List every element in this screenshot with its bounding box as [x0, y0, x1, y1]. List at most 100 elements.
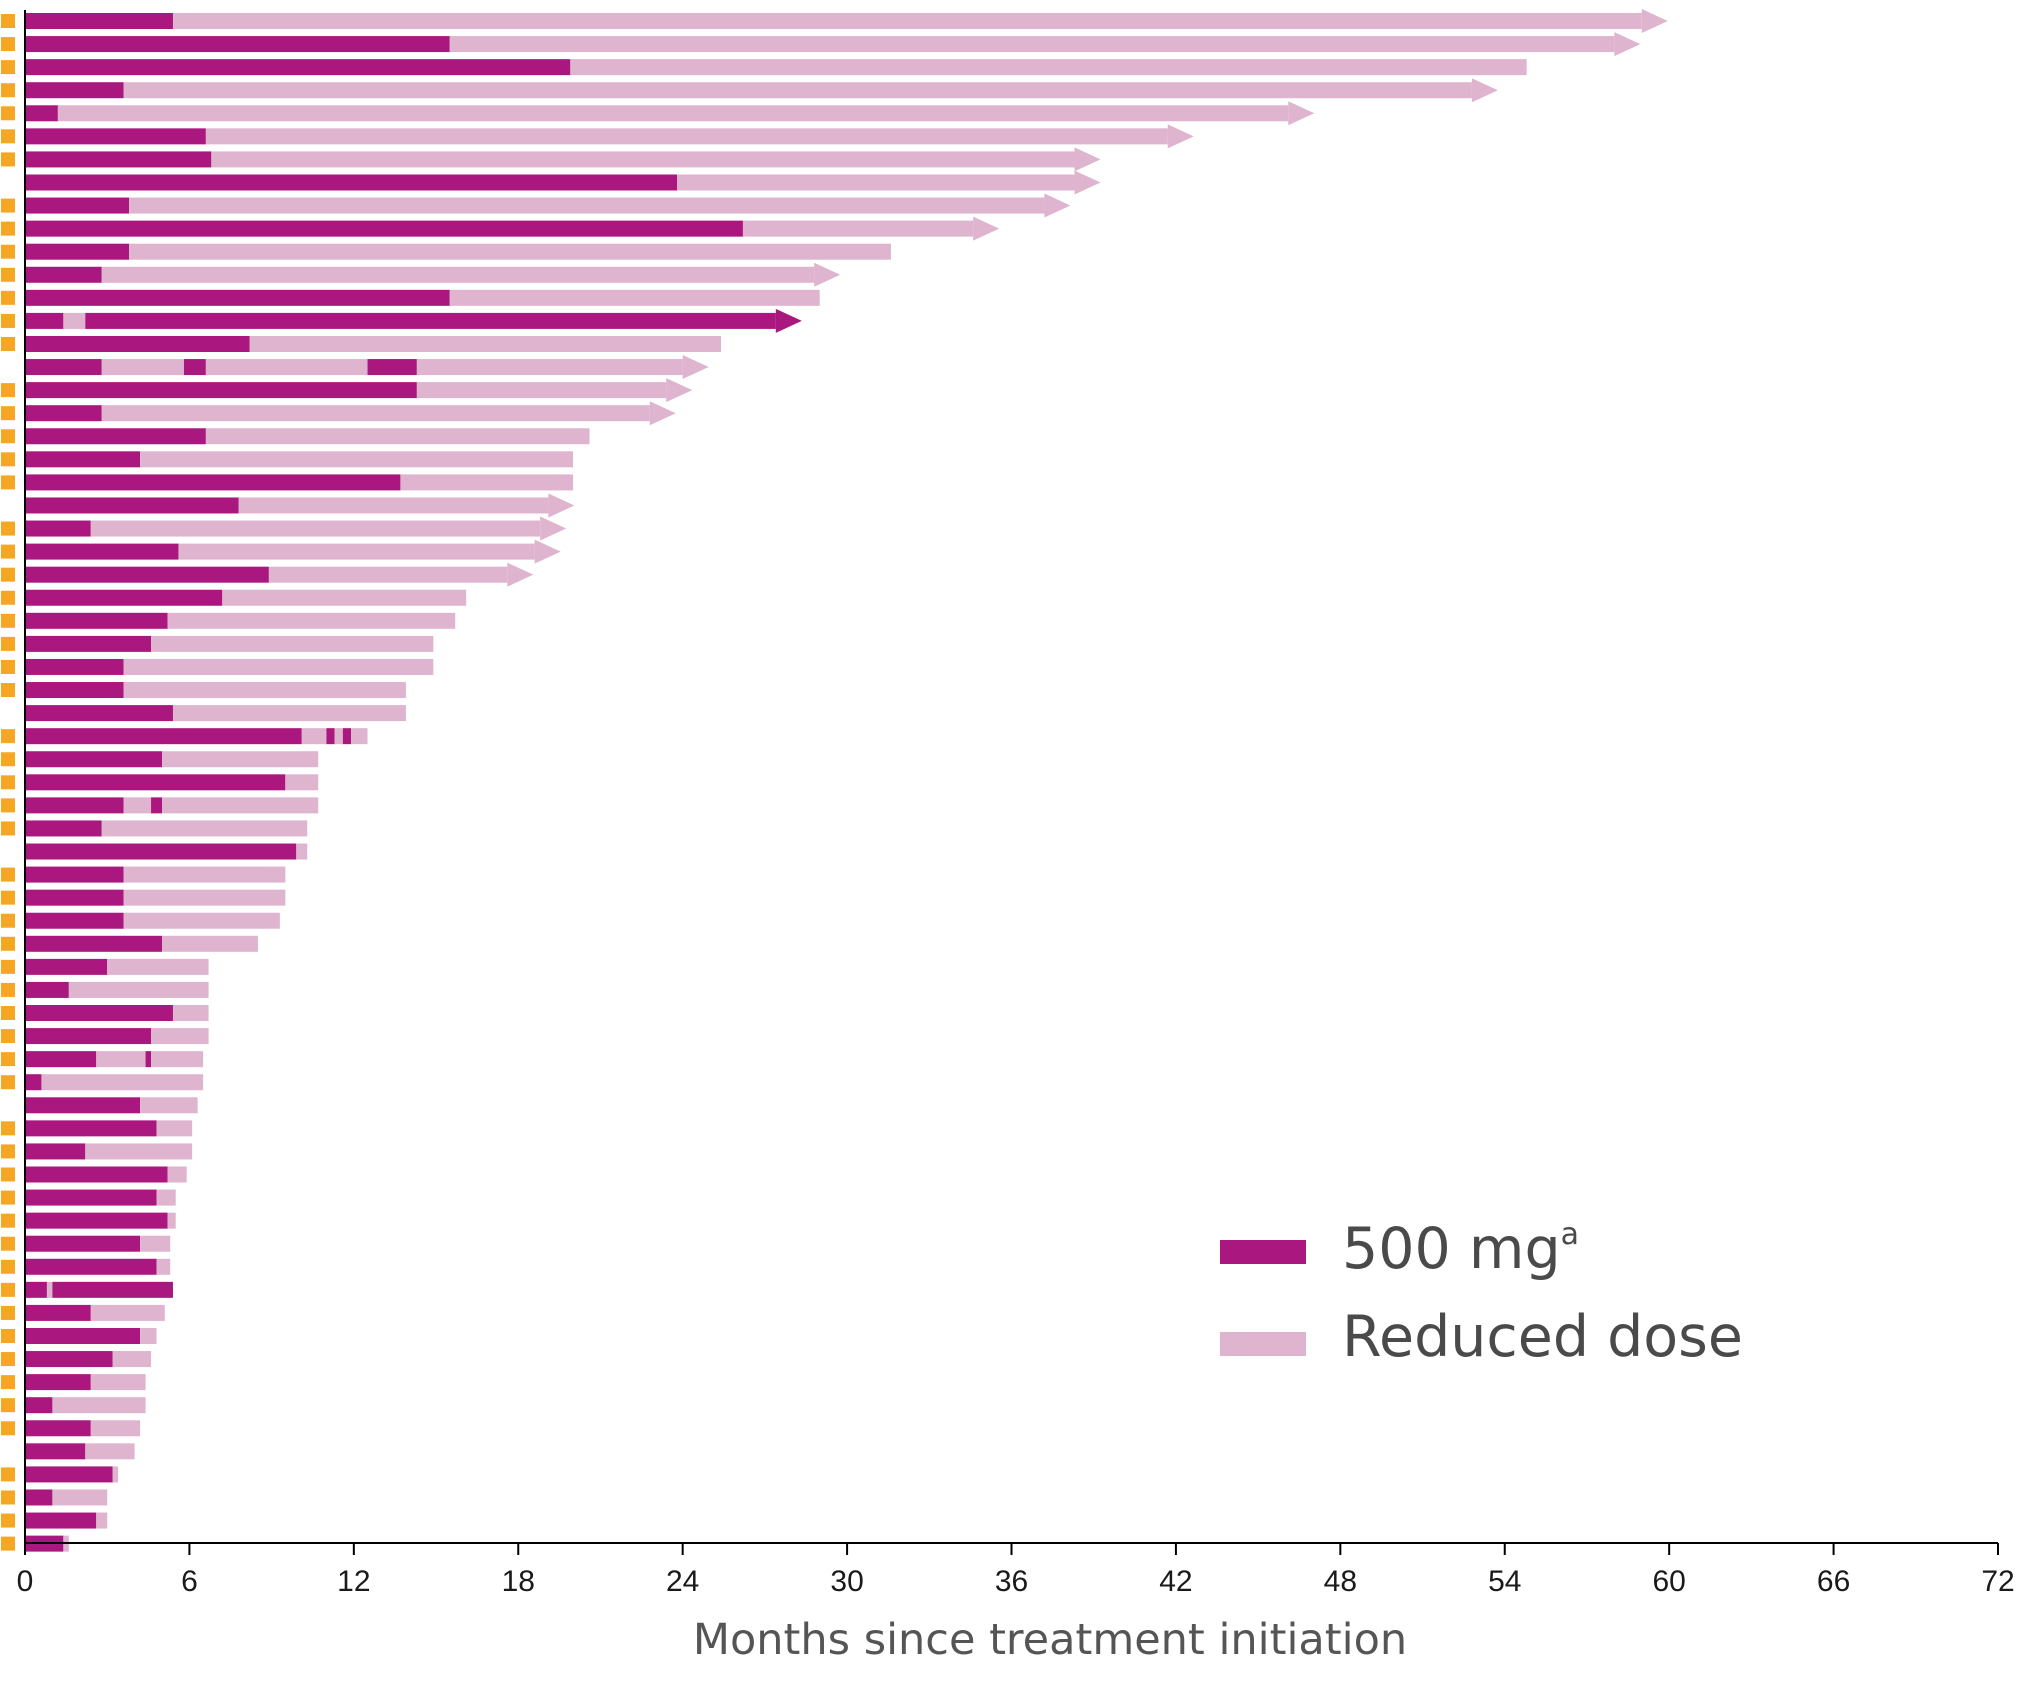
reduced-dose-segment	[238, 497, 549, 514]
x-tick-label: 36	[995, 1565, 1028, 1598]
row-marker	[1, 1513, 15, 1528]
x-tick-label: 54	[1488, 1565, 1521, 1598]
full-dose-segment	[25, 889, 124, 906]
patient-row	[25, 635, 434, 652]
patient-row	[25, 1489, 108, 1506]
reduced-dose-segment	[167, 1212, 176, 1229]
reduced-dose-segment	[205, 359, 368, 376]
full-dose-segment	[25, 1466, 113, 1483]
reduced-dose-segment	[301, 728, 327, 745]
full-dose-segment	[25, 1420, 91, 1437]
reduced-dose-segment	[222, 589, 467, 606]
full-dose-segment	[25, 935, 163, 952]
reduced-dose-segment	[90, 1374, 146, 1391]
full-dose-segment	[25, 912, 124, 929]
patient-row	[25, 335, 722, 352]
reduced-dose-segment	[249, 335, 722, 352]
row-marker	[1, 14, 15, 28]
reduced-dose-segment	[52, 1489, 108, 1506]
ongoing-arrow	[1044, 193, 1071, 218]
legend-swatch-full-dose	[1220, 1240, 1306, 1264]
full-dose-segment	[326, 728, 335, 745]
patient-row	[25, 1097, 198, 1114]
legend-label-full-dose: 500 mga	[1342, 1216, 1579, 1282]
ongoing-arrow	[1288, 101, 1315, 126]
reduced-dose-segment	[123, 889, 286, 906]
reduced-dose-segment	[162, 797, 319, 814]
full-dose-segment	[367, 359, 417, 376]
reduced-dose-segment	[140, 451, 574, 468]
patient-row	[25, 1466, 119, 1483]
legend-swatch-reduced-dose	[1220, 1332, 1306, 1356]
row-marker	[1, 636, 15, 651]
x-tick-label: 42	[1159, 1565, 1192, 1598]
patient-row	[25, 516, 567, 541]
patient-row	[25, 958, 209, 975]
row-marker	[1, 821, 15, 836]
patient-row	[25, 474, 574, 491]
full-dose-segment	[25, 1443, 86, 1460]
patient-row	[25, 820, 308, 837]
reduced-dose-segment	[90, 1304, 165, 1321]
reduced-dose-segment	[107, 958, 209, 975]
row-marker	[1, 890, 15, 905]
reduced-dose-segment	[123, 912, 280, 929]
full-dose-segment	[25, 843, 297, 860]
ongoing-arrow	[775, 308, 802, 333]
row-marker	[1, 1259, 15, 1274]
reduced-dose-segment	[151, 1051, 204, 1068]
patient-row	[25, 1051, 204, 1068]
full-dose-segment	[25, 612, 168, 629]
reduced-dose-segment	[449, 289, 820, 306]
reduced-dose-segment	[449, 36, 1615, 53]
row-marker	[1, 867, 15, 882]
patient-row	[25, 1005, 209, 1022]
x-tick-label: 30	[830, 1565, 863, 1598]
row-marker	[1, 982, 15, 997]
ongoing-arrow	[534, 539, 561, 564]
x-axis-title: Months since treatment initiation	[693, 1615, 1407, 1665]
full-dose-segment	[25, 1327, 141, 1344]
row-marker	[1, 83, 15, 98]
reduced-dose-segment	[52, 1397, 146, 1414]
patient-row	[25, 797, 319, 814]
full-dose-segment	[25, 728, 302, 745]
row-marker	[1, 936, 15, 951]
full-dose-segment	[85, 312, 776, 329]
full-dose-segment	[25, 1351, 113, 1368]
row-marker	[1, 383, 15, 398]
reduced-dose-segment	[57, 105, 1289, 122]
reduced-dose-segment	[416, 382, 667, 399]
full-dose-segment	[25, 335, 250, 352]
ongoing-arrow	[1614, 32, 1641, 57]
row-marker	[1, 60, 15, 75]
reduced-dose-segment	[90, 1420, 141, 1437]
full-dose-segment	[25, 289, 450, 306]
full-dose-segment	[25, 382, 417, 399]
full-dose-segment	[25, 981, 69, 998]
patient-row	[25, 843, 308, 860]
reduced-dose-segment	[172, 1005, 209, 1022]
x-tick-label: 72	[1981, 1565, 2014, 1598]
row-marker	[1, 1328, 15, 1343]
full-dose-segment	[25, 520, 91, 537]
row-marker	[1, 313, 15, 328]
patient-row	[25, 866, 286, 883]
x-tick-label: 24	[666, 1565, 699, 1598]
x-tick-label: 66	[1817, 1565, 1850, 1598]
full-dose-segment	[25, 59, 571, 76]
legend-label-full-dose-superscript: a	[1561, 1217, 1579, 1252]
reduced-dose-segment	[129, 197, 1045, 214]
row-marker	[1, 1236, 15, 1251]
patient-row	[25, 59, 1527, 76]
row-marker	[1, 37, 15, 52]
full-dose-segment	[25, 220, 743, 237]
patient-row	[25, 1420, 141, 1437]
patient-row	[25, 170, 1101, 195]
reduced-dose-segment	[205, 128, 1168, 145]
row-marker	[1, 152, 15, 167]
reduced-dose-segment	[172, 13, 1642, 29]
reduced-dose-segment	[85, 1143, 193, 1160]
ongoing-arrow	[507, 562, 534, 587]
ongoing-arrow	[540, 516, 567, 541]
